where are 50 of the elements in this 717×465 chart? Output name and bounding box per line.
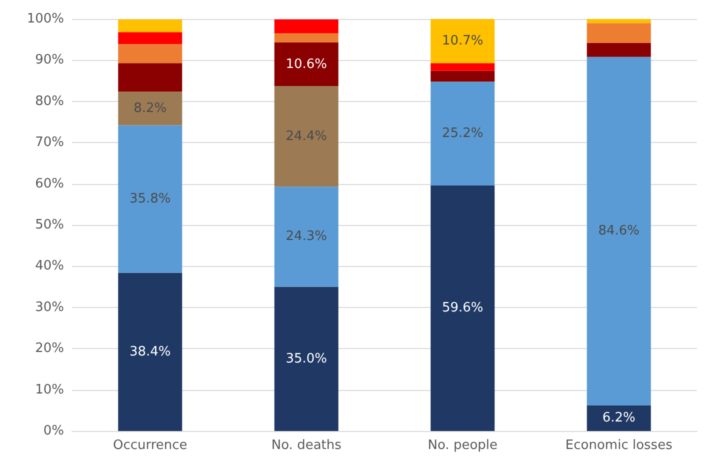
y-tick-label: 10% [35,382,64,398]
bar [274,42,338,86]
bar [118,63,182,92]
y-tick-label: 90% [35,52,64,68]
bar [274,33,338,42]
bar [430,185,495,431]
bar [274,19,338,34]
bar [274,286,338,431]
data-label: 38.4% [129,344,171,360]
y-tick-label: 80% [35,94,64,109]
bar [118,125,182,273]
bar [274,86,338,187]
bar [430,70,495,82]
data-label: 35.0% [286,351,328,366]
bar [118,19,182,32]
y-tick-label: 60% [35,176,64,192]
bar [430,63,495,71]
y-tick-label: 30% [35,300,64,315]
x-tick-label: No. people [428,438,498,453]
data-label: 25.2% [442,126,484,142]
y-tick-label: 70% [35,135,64,150]
y-tick-label: 50% [35,218,64,232]
data-label: 24.3% [286,229,328,244]
bar [586,19,651,24]
y-tick-label: 100% [26,12,64,26]
bar [586,42,651,57]
data-label: 8.2% [134,100,167,116]
bar [586,23,651,43]
bar [118,272,182,431]
data-label: 24.4% [286,128,328,144]
data-label: 35.8% [129,192,171,207]
bar [274,186,338,287]
bar [430,19,495,64]
bar [586,56,651,406]
data-label: 10.6% [286,56,328,72]
bar [430,82,495,186]
y-tick-label: 0% [43,424,64,438]
bar [586,405,651,431]
y-tick-label: 40% [35,258,64,274]
data-label: 59.6% [442,300,484,316]
x-tick-label: Economic losses [565,438,673,453]
x-tick-label: Occurrence [112,438,188,453]
bar [118,32,182,44]
data-label: 6.2% [602,410,636,426]
data-label: 10.7% [442,34,484,49]
bar [118,92,182,126]
data-label: 84.6% [598,224,640,239]
x-tick-label: No. deaths [271,438,342,453]
y-tick-label: 20% [35,341,64,356]
bar [118,44,182,64]
